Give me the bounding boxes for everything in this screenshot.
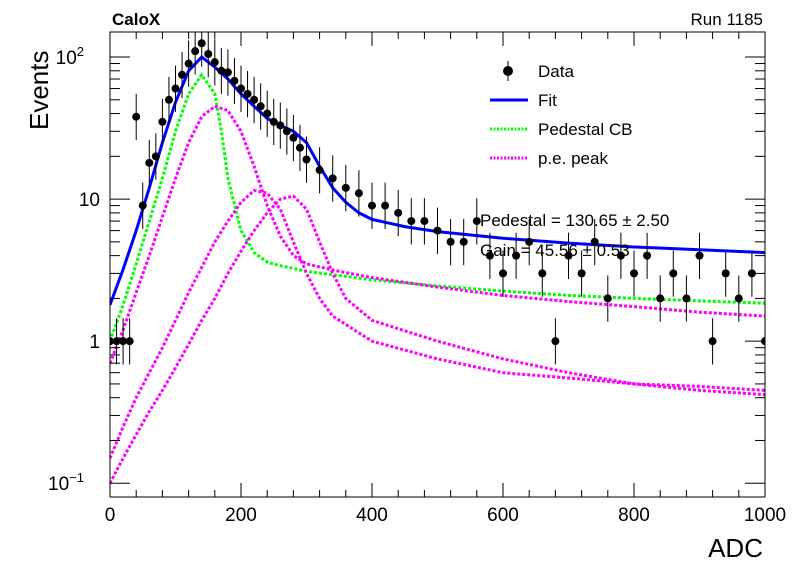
- x-tick-label: 200: [225, 505, 257, 526]
- series-line-5: [110, 194, 765, 484]
- data-point: [132, 112, 141, 121]
- axes: 0 200 400 600 800 1000 10−1 1 10 102: [48, 32, 786, 526]
- y-axis-label: Events: [24, 51, 54, 131]
- data-point: [315, 166, 324, 175]
- data-point: [407, 217, 416, 226]
- y-tick-label: 1: [89, 332, 100, 353]
- data-point: [289, 133, 298, 142]
- data-point: [230, 76, 239, 85]
- y-tick-label: 10−1: [48, 470, 84, 495]
- data-layer: [110, 32, 765, 484]
- legend-entry: Data: [503, 61, 574, 81]
- data-point: [138, 201, 147, 210]
- data-point: [354, 189, 363, 198]
- data-point: [485, 251, 494, 260]
- data-point: [381, 201, 390, 210]
- data-point: [577, 269, 586, 278]
- data-point: [191, 47, 200, 56]
- data-point: [282, 127, 291, 136]
- y-tick-label: 10: [79, 190, 100, 211]
- run-label: Run 1185: [691, 10, 763, 29]
- fit-stat-gain: Gain = 45.56 ± 0.53: [480, 241, 630, 260]
- data-point: [256, 102, 265, 111]
- plot-frame: [109, 31, 766, 498]
- data-point: [243, 89, 252, 98]
- data-point: [590, 237, 599, 246]
- data-point: [302, 155, 311, 164]
- data-point: [630, 269, 638, 278]
- data-point: [341, 183, 350, 192]
- data-point: [210, 58, 219, 67]
- x-tick-label: 800: [618, 505, 650, 526]
- data-point: [446, 237, 455, 246]
- data-point: [433, 226, 442, 235]
- fit-stat-pedestal: Pedestal = 130.65 ± 2.50: [480, 211, 669, 230]
- x-tick-label: 400: [356, 505, 388, 526]
- data-point: [328, 174, 337, 183]
- data-point: [695, 251, 704, 260]
- data-point: [669, 269, 678, 278]
- data-point: [269, 117, 278, 126]
- data-point: [276, 121, 285, 130]
- legend-label: p.e. peak: [538, 149, 608, 168]
- data-point: [721, 269, 730, 278]
- experiment-label: CaloX: [112, 10, 161, 29]
- data-point: [747, 269, 756, 278]
- legend-label: Pedestal CB: [538, 120, 633, 139]
- data-point: [145, 158, 154, 167]
- x-tick-label: 600: [487, 505, 519, 526]
- data-point: [551, 337, 560, 346]
- x-tick-label: 1000: [744, 505, 786, 526]
- series-line-1: [110, 54, 765, 306]
- x-tick-label: 0: [105, 505, 116, 526]
- data-point: [564, 251, 573, 260]
- data-point: [178, 70, 187, 79]
- data-point: [459, 237, 468, 246]
- data-point: [263, 109, 272, 118]
- data-point: [472, 217, 481, 226]
- legend-entry: Pedestal CB: [490, 120, 633, 139]
- data-point: [237, 84, 245, 93]
- legend-marker: [503, 66, 513, 76]
- series-line-3: [110, 104, 765, 364]
- data-point: [223, 68, 232, 77]
- data-point: [171, 84, 180, 93]
- series-line-4: [110, 188, 765, 459]
- data-point: [197, 39, 206, 48]
- y-tick-label: 102: [56, 44, 84, 69]
- data-point: [734, 294, 743, 303]
- legend-label: Data: [538, 62, 574, 81]
- x-axis-label: ADC: [708, 533, 763, 563]
- series-line-2: [110, 72, 765, 342]
- data-point: [682, 294, 691, 303]
- data-point: [603, 294, 612, 303]
- data-point: [158, 117, 167, 126]
- data-point: [204, 50, 213, 59]
- data-point: [616, 251, 625, 260]
- legend-label: Fit: [538, 91, 557, 110]
- legend-entry: Fit: [490, 91, 557, 110]
- data-point: [250, 95, 259, 104]
- data-point: [499, 269, 507, 278]
- data-point: [151, 152, 160, 161]
- data-point: [368, 201, 376, 210]
- data-point: [538, 269, 547, 278]
- data-point: [184, 59, 193, 68]
- data-point: [217, 66, 226, 75]
- data-point: [643, 251, 652, 260]
- data-point: [394, 208, 403, 217]
- data-point: [708, 337, 717, 346]
- data-point: [525, 237, 534, 246]
- legend: Data Fit Pedestal CB p.e. peak: [490, 61, 633, 168]
- data-point: [295, 143, 304, 152]
- data-point: [656, 294, 665, 303]
- data-point: [512, 251, 521, 260]
- data-points: [110, 32, 765, 365]
- data-point: [164, 95, 173, 104]
- data-point: [420, 217, 429, 226]
- legend-entry: p.e. peak: [490, 149, 608, 168]
